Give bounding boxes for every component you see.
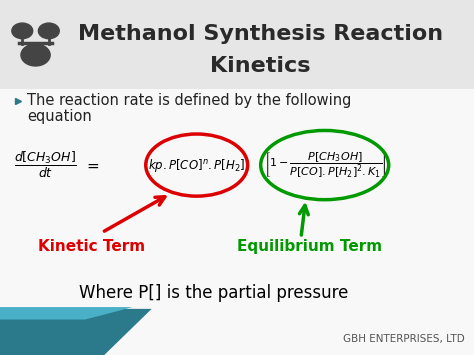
- Text: The reaction rate is defined by the following: The reaction rate is defined by the foll…: [27, 93, 352, 108]
- Text: $\mathit{\left[1-\dfrac{P[CH_3OH]}{P[CO].P[H_2]^2.K_1}\right]}$: $\mathit{\left[1-\dfrac{P[CH_3OH]}{P[CO]…: [264, 151, 386, 180]
- FancyBboxPatch shape: [0, 0, 474, 89]
- Circle shape: [38, 23, 59, 39]
- Circle shape: [21, 44, 50, 66]
- Circle shape: [12, 23, 33, 39]
- Text: Where P[] is the partial pressure: Where P[] is the partial pressure: [79, 284, 348, 302]
- Text: Methanol Synthesis Reaction: Methanol Synthesis Reaction: [78, 24, 443, 44]
- Polygon shape: [0, 307, 133, 320]
- Text: $\mathit{kp.P[CO]^n.P[H_2]}$: $\mathit{kp.P[CO]^n.P[H_2]}$: [148, 157, 246, 174]
- Text: Equilibrium Term: Equilibrium Term: [237, 239, 382, 254]
- Polygon shape: [0, 309, 152, 355]
- Text: $\mathit{\dfrac{d[CH_3OH]}{dt}}$: $\mathit{\dfrac{d[CH_3OH]}{dt}}$: [14, 150, 77, 180]
- Text: Kinetics: Kinetics: [210, 56, 311, 76]
- Text: equation: equation: [27, 109, 92, 124]
- Text: Kinetic Term: Kinetic Term: [38, 239, 145, 254]
- Text: GBH ENTERPRISES, LTD: GBH ENTERPRISES, LTD: [343, 334, 465, 344]
- Text: $=$: $=$: [84, 158, 100, 173]
